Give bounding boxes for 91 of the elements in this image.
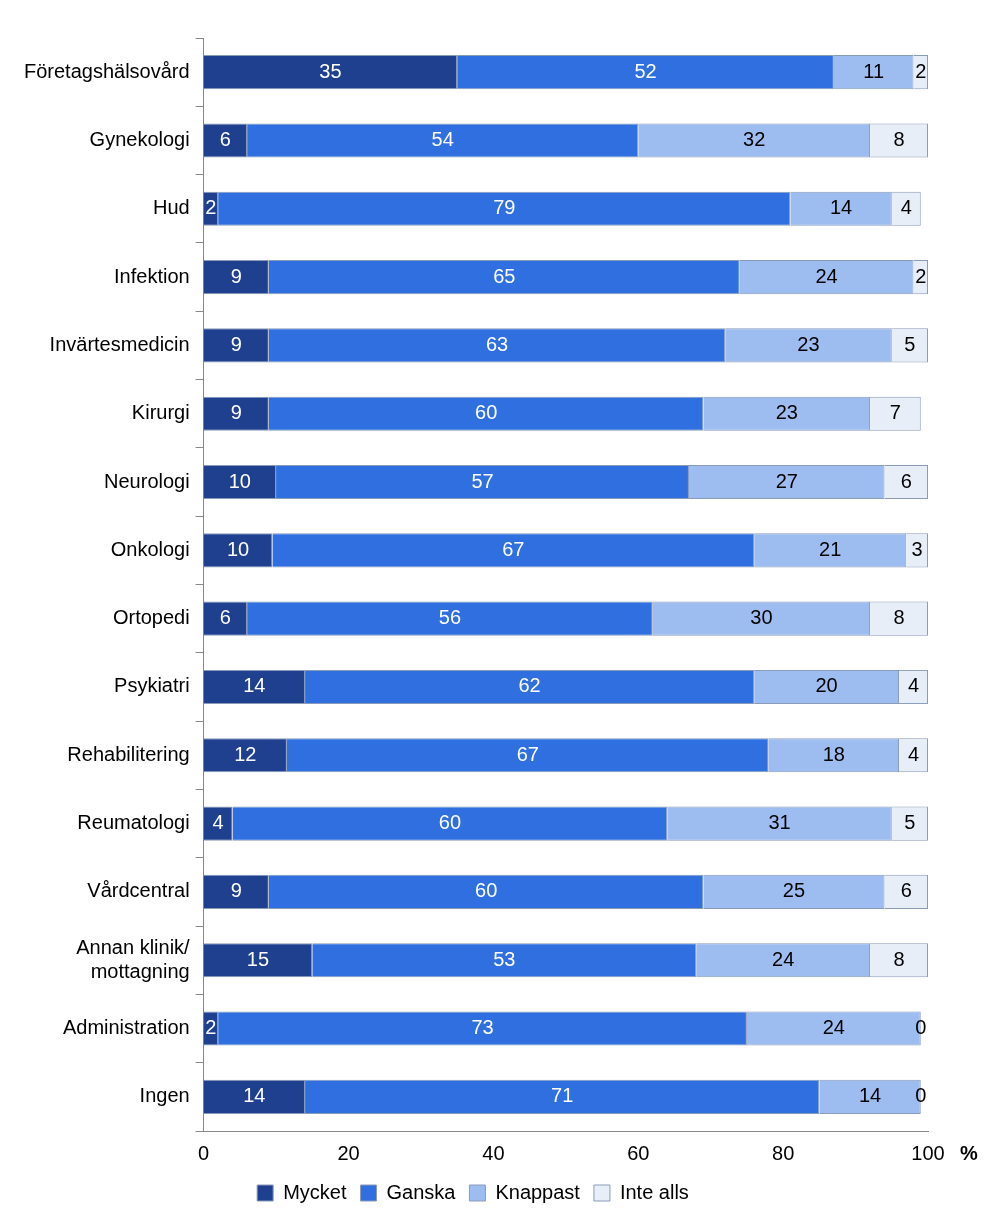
- data-label: 31: [768, 811, 791, 834]
- x-tick-label: 0: [198, 1141, 210, 1164]
- data-label: 60: [438, 811, 462, 834]
- data-label: 10: [226, 537, 250, 560]
- data-label: 8: [893, 947, 905, 970]
- y-tick-label: Hud: [152, 196, 190, 219]
- data-label: 73: [471, 1016, 494, 1039]
- data-label: 63: [485, 332, 509, 355]
- y-tick-label: Infektion: [114, 264, 190, 287]
- data-label: 9: [230, 401, 242, 424]
- data-label: 14: [829, 196, 853, 219]
- data-label: 6: [900, 879, 912, 902]
- data-label: 0: [915, 1084, 927, 1107]
- data-label: 62: [518, 674, 541, 697]
- legend-label: Ganska: [386, 1180, 457, 1203]
- data-label: 7: [889, 401, 901, 424]
- y-tick-label: Onkologi: [110, 537, 190, 560]
- data-label: 53: [493, 947, 516, 970]
- y-tick-label: Administration: [62, 1016, 190, 1039]
- data-label: 2: [915, 59, 927, 82]
- data-label: 11: [863, 59, 885, 82]
- data-label: 9: [230, 879, 242, 902]
- y-tick-label: Psykiatri: [114, 674, 190, 697]
- data-label: 60: [475, 879, 498, 902]
- data-label: 24: [815, 264, 838, 287]
- data-label: 23: [797, 332, 820, 355]
- data-label: 14: [858, 1084, 882, 1107]
- y-tick-label: Ingen: [139, 1084, 190, 1107]
- data-label: 2: [205, 196, 217, 219]
- data-label: 18: [822, 742, 845, 765]
- data-label: 60: [475, 401, 498, 424]
- data-label: 9: [230, 332, 242, 355]
- data-label: 8: [893, 606, 905, 629]
- data-label: 27: [775, 469, 798, 492]
- y-tick-label: Ortopedi: [112, 606, 190, 629]
- data-label: 5: [904, 811, 916, 834]
- x-tick-label: 80: [772, 1141, 795, 1164]
- y-tick-label: Rehabilitering: [67, 742, 190, 765]
- data-label: 20: [815, 674, 838, 697]
- data-label: 21: [819, 537, 842, 560]
- x-tick-label: 40: [482, 1141, 505, 1164]
- data-label: 67: [502, 537, 525, 560]
- data-label: 2: [205, 1016, 217, 1039]
- data-label: 56: [438, 606, 462, 629]
- data-label: 15: [246, 947, 270, 970]
- data-label: 32: [743, 127, 766, 150]
- data-label: 4: [907, 742, 920, 765]
- data-label: 4: [900, 196, 912, 219]
- data-label: 57: [471, 469, 494, 492]
- y-tick-label: Reumatologi: [77, 811, 190, 834]
- data-label: 4: [212, 811, 224, 834]
- data-label: 65: [493, 264, 516, 287]
- data-label: 3: [911, 537, 923, 560]
- legend-label: Inte alls: [619, 1180, 689, 1203]
- data-label: 54: [431, 127, 454, 150]
- data-label: 14: [243, 1084, 266, 1107]
- data-label: 8: [893, 127, 905, 150]
- data-label: 67: [516, 742, 539, 765]
- legend-label: Mycket: [283, 1180, 347, 1203]
- y-tick-label: Gynekologi: [89, 127, 190, 150]
- data-label: 10: [228, 469, 251, 492]
- data-label: 25: [782, 879, 806, 902]
- y-tick-label: Invärtesmedicin: [49, 332, 190, 355]
- data-label: 4: [907, 674, 920, 697]
- data-label: 14: [243, 674, 266, 697]
- data-label: 71: [551, 1084, 574, 1107]
- y-tick-label: Neurologi: [104, 469, 190, 492]
- data-label: 6: [219, 606, 231, 629]
- data-label: 79: [493, 196, 516, 219]
- data-label: 52: [634, 59, 657, 82]
- data-label: 2: [915, 264, 927, 287]
- x-tick-label: 20: [337, 1141, 360, 1164]
- data-label: 12: [234, 742, 257, 765]
- y-tick-label: Kirurgi: [131, 401, 190, 424]
- data-label: 9: [230, 264, 242, 287]
- data-label: 35: [319, 59, 342, 82]
- data-label: 24: [822, 1016, 845, 1039]
- legend-label: Knappast: [495, 1180, 581, 1203]
- data-label: 5: [904, 332, 916, 355]
- y-tick-label: Företagshälsovård: [23, 59, 190, 82]
- data-label: 30: [750, 606, 773, 629]
- x-tick-label: 100: [911, 1141, 945, 1164]
- y-tick-label: Vårdcentral: [87, 879, 190, 902]
- y-tick-label: Annan klinik/ mottagning: [76, 935, 191, 982]
- data-label: 24: [772, 947, 795, 970]
- data-label: 6: [900, 469, 912, 492]
- data-label: 0: [915, 1016, 927, 1039]
- x-tick-label: 60: [627, 1141, 650, 1164]
- x-axis-title: %: [960, 1141, 978, 1164]
- data-label: 6: [219, 127, 231, 150]
- data-label: 23: [775, 401, 798, 424]
